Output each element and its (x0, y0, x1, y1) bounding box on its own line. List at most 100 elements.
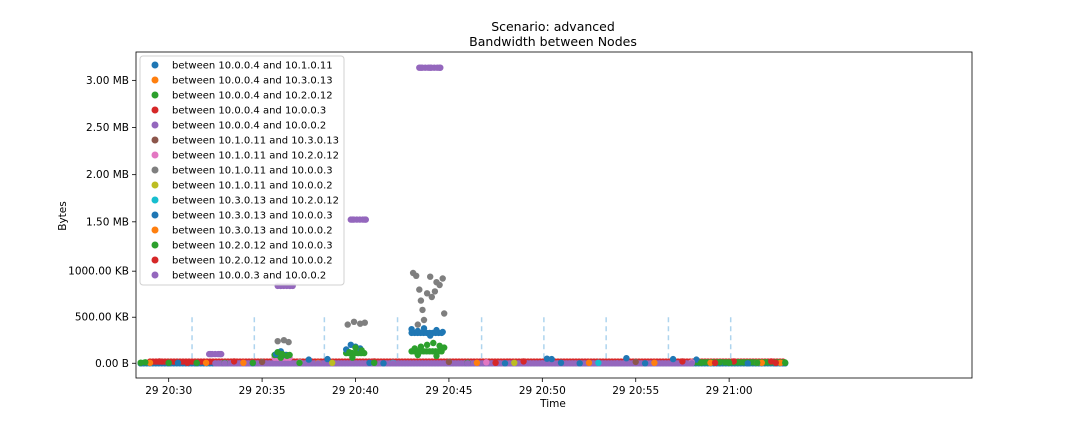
data-point (408, 326, 415, 333)
data-point (137, 359, 144, 366)
data-point (716, 359, 723, 366)
y-tick-label: 1000.00 KB (68, 266, 129, 278)
data-point (165, 359, 172, 366)
data-point (543, 355, 551, 362)
x-axis-label: Time (539, 398, 566, 410)
series-5 (258, 358, 639, 366)
data-point (296, 359, 303, 366)
legend-label: between 10.3.0.13 and 10.0.0.2 (172, 226, 333, 237)
data-point (420, 316, 428, 324)
data-point (417, 343, 425, 350)
legend-marker (151, 271, 159, 279)
data-point (436, 281, 443, 289)
data-point (669, 355, 677, 363)
data-point (414, 321, 421, 328)
legend-item-8: between 10.1.0.11 and 10.0.0.2 (151, 181, 333, 192)
legend-marker (151, 91, 159, 99)
data-point (371, 359, 378, 366)
data-point (277, 354, 284, 361)
legend-item-6: between 10.1.0.11 and 10.2.0.12 (151, 151, 339, 162)
x-axis: 29 20:30 29 20:35 29 20:40 29 20:45 29 20:50… (145, 378, 753, 397)
legend-label: between 10.3.0.13 and 10.0.0.3 (172, 211, 333, 222)
data-point (711, 359, 719, 366)
legend-label: between 10.1.0.11 and 10.0.0.3 (172, 166, 333, 177)
data-point (361, 319, 368, 326)
data-point (473, 359, 481, 366)
data-point (431, 288, 439, 295)
legend-marker (151, 211, 159, 219)
data-point (274, 338, 281, 345)
y-axis: 0.00 B 500.00 KB 1000.00 KB 1.50 MB 2.00 MB 2… (68, 75, 136, 370)
data-point (240, 359, 247, 366)
data-point (193, 359, 200, 366)
data-point (419, 306, 426, 314)
data-point (772, 359, 779, 366)
legend-marker (151, 151, 159, 159)
data-point (156, 358, 163, 365)
legend-marker (151, 196, 159, 204)
data-point (576, 360, 583, 367)
data-point (557, 359, 565, 366)
data-point (782, 359, 789, 366)
data-point (324, 355, 331, 363)
data-point (707, 359, 714, 366)
data-point (174, 359, 182, 366)
x-tick-label: 29 20:35 (239, 385, 286, 397)
legend-marker (151, 136, 159, 144)
legend-label: between 10.3.0.13 and 10.2.0.12 (172, 196, 339, 207)
data-point (697, 359, 705, 366)
data-point (501, 360, 509, 367)
data-point (380, 360, 387, 367)
legend-label: between 10.1.0.11 and 10.3.0.13 (172, 136, 339, 147)
data-point (202, 359, 210, 366)
y-tick-label: 1.50 MB (86, 216, 129, 228)
data-point (249, 359, 256, 366)
data-point (595, 359, 602, 366)
legend-label: between 10.0.0.4 and 10.3.0.13 (172, 76, 333, 87)
data-point (511, 359, 518, 366)
data-point (344, 321, 351, 328)
data-point (423, 341, 431, 348)
legend-item-9: between 10.3.0.13 and 10.2.0.12 (151, 196, 339, 207)
legend-item-2: between 10.0.0.4 and 10.2.0.12 (151, 91, 333, 102)
legend-marker (151, 61, 159, 69)
data-point (420, 325, 428, 332)
series-14 (221, 360, 695, 367)
series-4 (207, 64, 443, 358)
legend-label: between 10.0.0.4 and 10.1.0.11 (172, 61, 333, 72)
data-point (623, 355, 630, 362)
data-point (548, 355, 555, 363)
x-tick-label: 29 20:30 (145, 385, 192, 397)
series-7 (274, 269, 448, 346)
data-point (777, 359, 784, 366)
data-point (349, 216, 356, 223)
legend-items: between 10.0.0.4 and 10.1.0.11 between 10… (151, 61, 339, 282)
data-point (184, 359, 191, 366)
y-tick-label: 2.50 MB (86, 122, 129, 134)
data-point (433, 352, 440, 360)
data-point (445, 358, 453, 366)
data-point (441, 310, 448, 317)
data-point (427, 332, 434, 339)
data-point (439, 275, 446, 282)
x-tick-label: 29 20:55 (612, 385, 659, 397)
data-point (411, 345, 418, 352)
data-point (483, 359, 490, 366)
legend-item-14: between 10.0.0.3 and 10.0.0.2 (151, 271, 326, 282)
legend-marker (151, 106, 159, 114)
data-point (329, 359, 336, 366)
legend-marker (151, 256, 159, 264)
legend-item-12: between 10.2.0.12 and 10.0.0.3 (151, 241, 333, 252)
data-point (314, 360, 322, 367)
series-10 (174, 359, 565, 366)
legend-marker (151, 76, 159, 84)
y-tick-label: 2.00 MB (86, 169, 129, 181)
series-11 (240, 359, 765, 366)
legend-label: between 10.0.0.3 and 10.0.0.2 (172, 271, 326, 282)
legend-item-11: between 10.3.0.13 and 10.0.0.2 (151, 226, 333, 237)
data-point (414, 327, 421, 335)
data-point (361, 216, 368, 223)
data-point (366, 359, 373, 366)
data-point (641, 360, 649, 367)
